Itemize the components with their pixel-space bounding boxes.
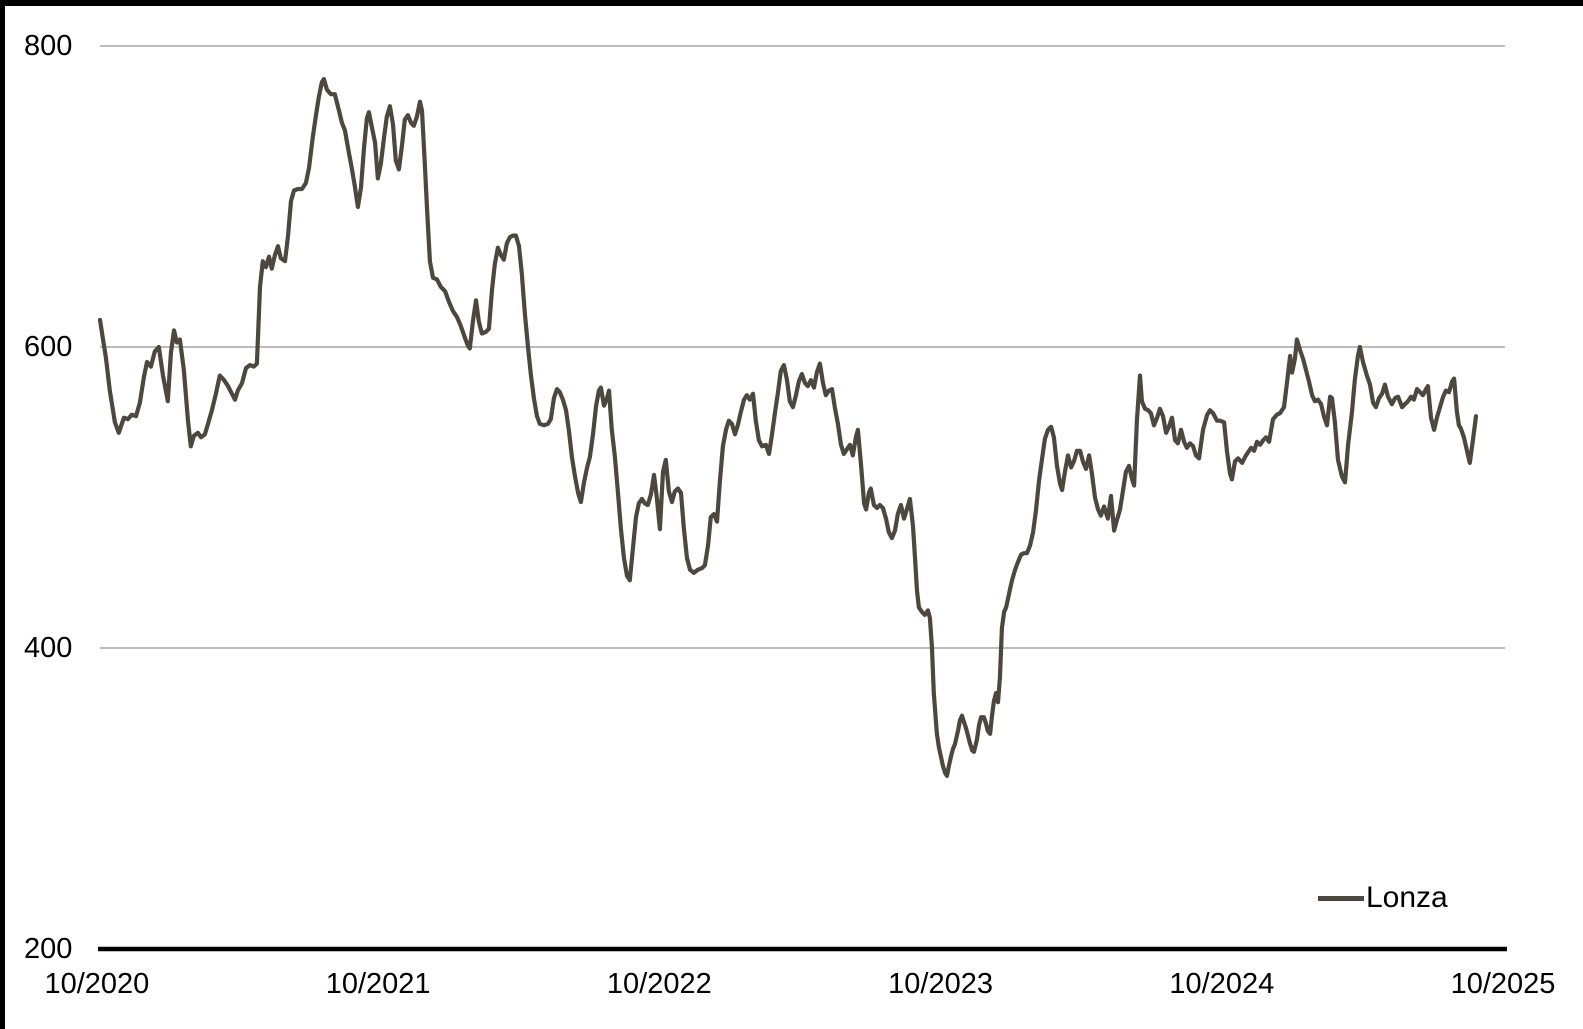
x-tick-label-10-2025: 10/2025 — [1450, 968, 1556, 1000]
x-tick-label-10-2023: 10/2023 — [888, 968, 993, 1000]
y-tick-label-800: 800 — [24, 30, 73, 62]
x-tick-label-10-2022: 10/2022 — [606, 968, 712, 1000]
legend-line-swatch — [1318, 895, 1364, 901]
legend: Lonza — [1318, 880, 1448, 916]
y-tick-label-600: 600 — [24, 331, 73, 363]
x-tick-label-10-2024: 10/2024 — [1169, 968, 1275, 1000]
y-tick-label-200: 200 — [24, 933, 73, 965]
legend-series-label: Lonza — [1366, 881, 1448, 914]
x-tick-label-10-2021: 10/2021 — [325, 968, 431, 1000]
series-line-lonza — [97, 76, 1479, 779]
y-tick-label-400: 400 — [24, 632, 73, 664]
x-tick-label-10-2020: 10/2020 — [44, 968, 150, 1000]
